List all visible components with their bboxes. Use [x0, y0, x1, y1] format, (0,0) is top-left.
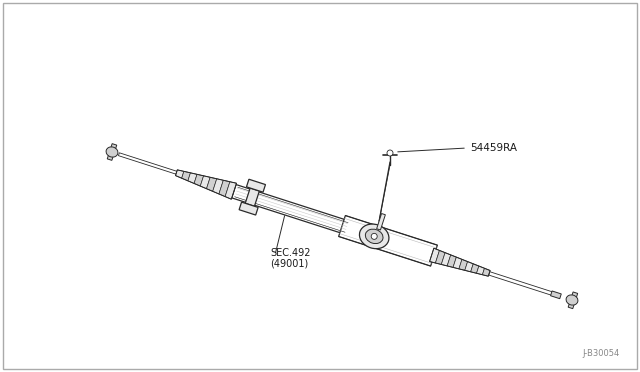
Polygon shape — [207, 177, 217, 191]
Polygon shape — [108, 144, 116, 160]
Polygon shape — [489, 272, 556, 296]
Circle shape — [387, 150, 393, 156]
Text: J-B30054: J-B30054 — [583, 349, 620, 358]
Polygon shape — [246, 179, 266, 192]
Polygon shape — [239, 202, 258, 215]
Polygon shape — [182, 171, 191, 181]
Polygon shape — [435, 250, 445, 264]
Polygon shape — [465, 262, 473, 272]
Polygon shape — [232, 185, 353, 235]
Polygon shape — [550, 291, 561, 299]
Ellipse shape — [360, 224, 389, 248]
Polygon shape — [453, 257, 462, 269]
Polygon shape — [470, 264, 479, 273]
Polygon shape — [477, 266, 484, 275]
Ellipse shape — [365, 229, 383, 244]
Polygon shape — [429, 248, 440, 263]
Polygon shape — [212, 179, 223, 194]
Polygon shape — [377, 214, 385, 230]
Polygon shape — [339, 215, 437, 266]
Circle shape — [371, 233, 377, 239]
Text: 54459RA: 54459RA — [470, 143, 517, 153]
Polygon shape — [442, 253, 451, 266]
Polygon shape — [118, 153, 177, 174]
Ellipse shape — [566, 295, 578, 305]
Text: (49001): (49001) — [270, 259, 308, 269]
Polygon shape — [245, 188, 259, 206]
Ellipse shape — [106, 147, 118, 157]
Polygon shape — [188, 173, 197, 183]
Polygon shape — [459, 259, 468, 270]
Polygon shape — [175, 170, 184, 178]
Polygon shape — [568, 292, 578, 309]
Polygon shape — [483, 268, 490, 276]
Polygon shape — [225, 182, 236, 199]
Text: SEC.492: SEC.492 — [270, 248, 310, 258]
Polygon shape — [200, 176, 210, 189]
Polygon shape — [447, 255, 456, 267]
Polygon shape — [194, 174, 204, 186]
Polygon shape — [219, 180, 230, 196]
